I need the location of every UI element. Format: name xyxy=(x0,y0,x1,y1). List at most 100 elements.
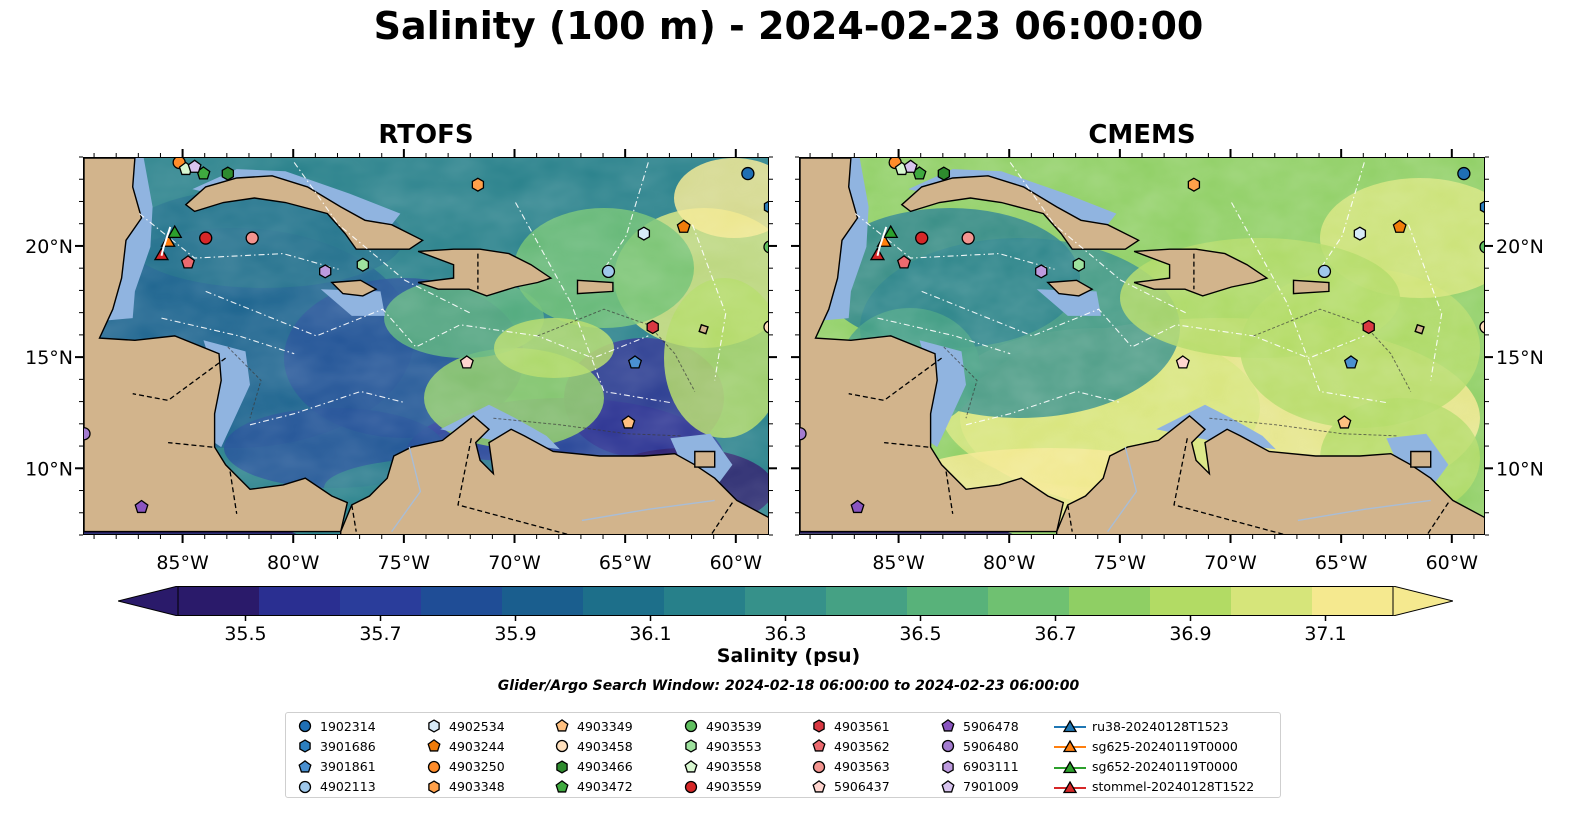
legend-label: 4903466 xyxy=(577,759,633,775)
figure-title: Salinity (100 m) - 2024-02-23 06:00:00 xyxy=(373,4,1204,48)
float-marker-3901861 xyxy=(627,355,643,369)
colorbar-segment xyxy=(907,586,989,616)
float-markers xyxy=(800,158,1484,514)
panel-title-cmems: CMEMS xyxy=(1088,120,1196,150)
country-border xyxy=(1426,502,1449,534)
float-marker-3901861 xyxy=(1343,355,1359,369)
legend-label: 7901009 xyxy=(963,779,1019,795)
legend-label: 5906480 xyxy=(963,738,1019,754)
panel-title-rtofs: RTOFS xyxy=(378,120,474,150)
legend-label: 4903553 xyxy=(706,738,762,754)
isobath-contour xyxy=(943,346,978,419)
eez-boundary xyxy=(1319,162,1365,270)
legend-item: 4903348 xyxy=(425,777,505,797)
float-marker-4902534 xyxy=(1353,226,1367,241)
float-marker-4903563 xyxy=(245,231,259,245)
x-tick-label: 80°W xyxy=(267,552,320,574)
float-marker-5906480 xyxy=(800,427,807,441)
country-border xyxy=(1173,438,1285,534)
float-marker-1902314 xyxy=(741,166,755,181)
x-tick-label: 65°W xyxy=(599,552,652,574)
legend-label: 4903250 xyxy=(449,759,505,775)
legend-label: 4903472 xyxy=(577,779,633,795)
colorbar-tick-label: 37.1 xyxy=(1304,623,1346,645)
legend-label: 4902534 xyxy=(449,718,505,734)
eez-boundary xyxy=(877,317,1011,355)
y-tick-label-left: 20°N xyxy=(25,236,73,258)
legend-marker-icon xyxy=(685,739,697,753)
y-tick-label-right: 15°N xyxy=(1496,347,1544,369)
legend-triangle-icon xyxy=(1062,719,1078,733)
river xyxy=(1107,446,1138,533)
legend-hexagon-icon xyxy=(428,719,440,733)
land-centralAmerica xyxy=(800,158,1065,533)
legend-marker-icon xyxy=(941,740,955,753)
search-window-text: Glider/Argo Search Window: 2024-02-18 06… xyxy=(497,678,1080,694)
colorbar-tick-label: 36.1 xyxy=(629,623,671,645)
legend-item: 4902113 xyxy=(296,777,376,797)
float-marker-3901686 xyxy=(1479,200,1484,213)
float-marker-3901686 xyxy=(763,200,768,213)
colorbar-extend-low xyxy=(117,585,179,617)
legend-marker-icon xyxy=(299,739,311,753)
legend-label: 4902113 xyxy=(320,779,376,795)
shallow-shelf xyxy=(1036,289,1101,316)
float-marker-4903553 xyxy=(356,257,370,272)
legend-circle-icon xyxy=(555,740,569,753)
float-marker-4903349 xyxy=(621,415,636,429)
legend-marker-icon xyxy=(1054,739,1086,753)
float-marker-4902113 xyxy=(1317,264,1332,279)
legend-item: 1902314 xyxy=(296,716,376,736)
x-tick-label: 75°W xyxy=(1094,552,1147,574)
isobath-contour xyxy=(1253,308,1412,392)
float-marker-5906437 xyxy=(1175,355,1190,369)
land-trinidad xyxy=(1410,450,1432,468)
float-marker-5906478 xyxy=(134,499,149,514)
legend-label: 4903349 xyxy=(577,718,633,734)
legend-marker-icon xyxy=(684,759,698,773)
y-tick-label-right: 20°N xyxy=(1496,236,1544,258)
colorbar-segment xyxy=(502,586,584,616)
land-hispaniola xyxy=(417,248,553,297)
eez-boundary xyxy=(965,390,1122,426)
cmems-map[interactable] xyxy=(799,157,1485,535)
y-tick-label-right: 10°N xyxy=(1496,458,1544,480)
float-marker-1902314 xyxy=(1457,166,1471,181)
x-tick-label: 85°W xyxy=(156,552,209,574)
legend-marker-icon xyxy=(942,759,954,774)
float-marker-4903559 xyxy=(915,231,929,245)
legend-label: 4903558 xyxy=(706,759,762,775)
legend-marker-icon xyxy=(812,779,826,793)
land-jamaica xyxy=(1046,279,1094,297)
eez-boundary xyxy=(1231,202,1387,404)
legend-label: 6903111 xyxy=(963,759,1019,775)
float-marker-7901009 xyxy=(187,159,202,173)
legend-marker-icon xyxy=(556,759,568,774)
legend-item: stommel-20240128T1522 xyxy=(1054,777,1254,797)
float-marker-4903553 xyxy=(1072,257,1086,272)
x-tick-label: 85°W xyxy=(872,552,925,574)
isobath-contour xyxy=(1209,417,1398,437)
glider-marker-sg652-20240119T0000 xyxy=(883,224,899,238)
legend-item: 4903561 xyxy=(810,716,890,736)
eez-boundary xyxy=(515,202,671,404)
legend-pentagon-icon xyxy=(812,739,826,752)
legend-item: 5906480 xyxy=(939,736,1019,756)
eez-boundary xyxy=(603,162,649,270)
legend-marker-icon xyxy=(555,740,569,753)
x-tick-label: 80°W xyxy=(983,552,1036,574)
legend-label: 4903562 xyxy=(834,738,890,754)
legend-triangle-icon xyxy=(1062,739,1078,753)
rtofs-map[interactable] xyxy=(83,157,769,535)
float-marker-4902113 xyxy=(601,264,616,279)
legend-item: ru38-20240128T1523 xyxy=(1054,716,1229,736)
colorbar xyxy=(117,585,1454,617)
float-marker-4903244 xyxy=(676,219,691,233)
legend-marker-icon xyxy=(298,719,312,733)
legend-marker-icon xyxy=(427,739,441,752)
land-lesserAntilles xyxy=(698,323,709,335)
float-marker-4903244 xyxy=(1392,219,1407,233)
legend-hexagon-icon xyxy=(428,780,440,794)
colorbar-segment xyxy=(1231,586,1313,616)
colorbar-label: Salinity (psu) xyxy=(716,645,861,667)
